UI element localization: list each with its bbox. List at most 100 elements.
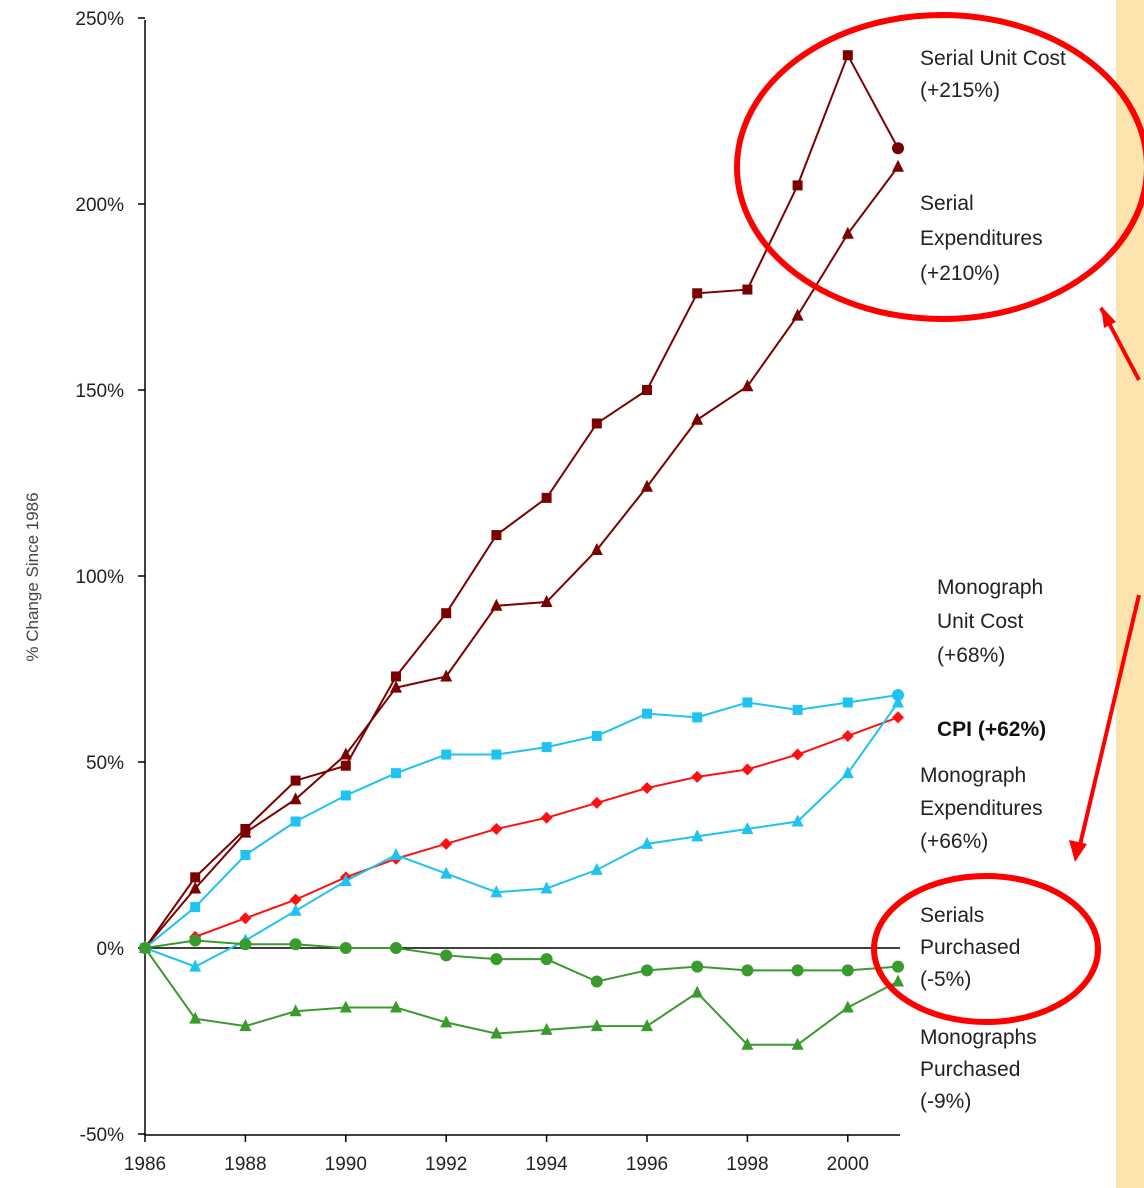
data-point [791, 964, 804, 977]
annotation-line: (+210%) [920, 262, 1000, 285]
annotation-line: (-9%) [920, 1090, 971, 1113]
data-point [741, 379, 754, 392]
data-point [440, 669, 453, 682]
series-line [144, 166, 899, 949]
annotation-line: (+215%) [920, 79, 1000, 102]
data-point [741, 763, 754, 776]
data-point [892, 974, 904, 987]
data-point [440, 837, 453, 850]
data-point [741, 1037, 754, 1050]
data-point [791, 1037, 804, 1050]
data-point [340, 760, 351, 771]
data-point [742, 284, 753, 295]
data-point [892, 159, 904, 172]
data-point [390, 1000, 402, 1013]
data-point [239, 912, 252, 925]
series-line [144, 52, 899, 949]
annotation-line: Monograph [920, 764, 1026, 787]
data-point [289, 938, 302, 951]
data-point [892, 689, 904, 702]
data-point [289, 903, 302, 916]
data-point [591, 730, 602, 741]
data-point [591, 418, 602, 429]
annotation-line: Serials [920, 904, 984, 927]
y-ticks: -50% 0% 50% 100% 150% 200% 250% [75, 9, 145, 1146]
data-point [289, 792, 302, 805]
data-point [791, 814, 804, 827]
data-point [391, 768, 401, 779]
data-point [339, 747, 352, 760]
data-point [540, 811, 553, 824]
data-point [239, 825, 252, 838]
data-point [692, 712, 703, 723]
series-line [144, 939, 899, 983]
data-point [491, 530, 502, 541]
data-point [841, 766, 854, 779]
data-point [189, 959, 202, 972]
data-point [842, 50, 853, 61]
data-point [791, 308, 804, 321]
y-tick-label: 150% [75, 381, 124, 402]
x-tick-label: 1986 [124, 1154, 166, 1175]
data-point [491, 749, 502, 760]
data-point [691, 770, 704, 783]
highlight-arrow-shaft-down [1078, 594, 1141, 846]
data-point [490, 1026, 503, 1039]
annotations: Serial Unit Cost (+215%) Serial Expenditure… [920, 47, 1066, 1113]
x-tick-label: 1990 [325, 1154, 367, 1175]
y-tick-label: 250% [75, 9, 124, 30]
data-point [490, 953, 503, 966]
data-point [642, 708, 652, 719]
series-1 [139, 159, 904, 953]
data-point [490, 598, 503, 611]
annotation: Monograph Expenditures (+66%) [920, 764, 1043, 853]
data-point [189, 934, 202, 947]
annotation-line: Purchased [920, 1058, 1020, 1081]
y-tick-label: 50% [86, 753, 124, 774]
annotation-line: Unit Cost [937, 610, 1024, 633]
data-point [590, 542, 603, 555]
data-point [540, 1022, 553, 1035]
y-tick-label: 0% [97, 939, 125, 960]
data-point [440, 866, 453, 879]
data-point [490, 885, 503, 898]
data-point [691, 412, 704, 425]
data-point [691, 960, 704, 973]
data-point [139, 941, 151, 953]
data-point [390, 680, 402, 693]
data-point [892, 695, 904, 708]
y-tick-label: 200% [75, 195, 124, 216]
highlight-ellipse-serials-purchased [871, 873, 1101, 1025]
annotation: Serial Unit Cost (+215%) [920, 47, 1066, 102]
data-point [691, 985, 704, 998]
data-point [841, 226, 854, 239]
data-point [892, 960, 904, 973]
data-point [339, 874, 352, 887]
annotation-line: (+68%) [937, 644, 1005, 667]
data-point [792, 704, 803, 715]
y-tick-label: -50% [80, 1125, 124, 1146]
data-point [590, 862, 603, 875]
data-point [692, 288, 703, 299]
annotation-line: Expenditures [920, 797, 1043, 820]
y-tick-label: 100% [75, 567, 124, 588]
data-point [541, 492, 552, 503]
data-point [841, 729, 854, 742]
annotation: Serial Expenditures (+210%) [920, 192, 1043, 285]
x-tick-label: 1988 [224, 1154, 266, 1175]
data-point [741, 821, 754, 834]
data-point [741, 964, 754, 977]
data-point [590, 975, 603, 988]
data-point [641, 479, 653, 492]
series-0 [140, 50, 904, 953]
data-point [641, 836, 653, 849]
data-point [441, 608, 452, 619]
series-line [144, 947, 899, 1046]
data-point [642, 385, 652, 395]
annotation-line: Serial [920, 192, 974, 215]
data-point [842, 697, 853, 708]
data-point [339, 942, 352, 954]
data-point [841, 964, 854, 977]
data-point [390, 848, 402, 860]
